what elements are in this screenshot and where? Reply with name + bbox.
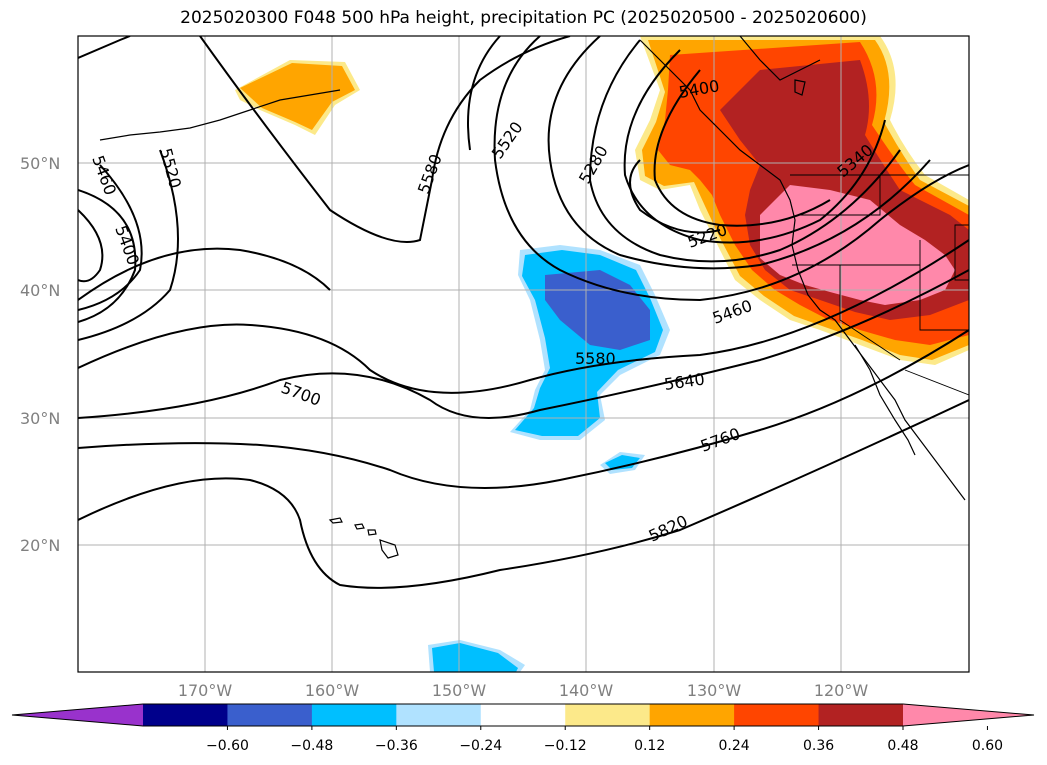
colorbar-tick-label: −0.12 [544, 738, 587, 754]
lat-label: 20°N [20, 536, 60, 555]
colorbar: −0.60 −0.48 −0.36 −0.24 −0.12 0.12 0.24 0.36 0.4… [11, 703, 1035, 754]
map-plot-area: 5460 5520 5400 5580 5520 5280 5400 5220 … [78, 36, 969, 672]
colorbar-tick-label: 0.12 [634, 738, 665, 754]
gridlines [78, 36, 969, 672]
colorbar-swatch [143, 704, 228, 726]
lon-label: 140°W [559, 681, 614, 700]
colorbar-tick-label: 0.48 [887, 738, 918, 754]
colorbar-swatch [565, 704, 651, 726]
colorbar-extend-min [12, 704, 143, 726]
height-contours [78, 36, 969, 589]
colorbar-swatch [311, 704, 397, 726]
latitude-labels: 20°N 30°N 40°N 50°N [20, 154, 60, 555]
colorbar-tick-label: −0.36 [375, 738, 418, 754]
map-frame [77, 35, 970, 673]
colorbar-extend-max [903, 704, 1034, 726]
map-title: 2025020300 F048 500 hPa height, precipit… [180, 8, 867, 28]
colorbar-tick-label: 0.36 [803, 738, 834, 754]
colorbar-swatch [649, 704, 735, 726]
contour-label: 5580 [575, 349, 616, 368]
colorbar-tick-label: −0.48 [290, 738, 333, 754]
lon-label: 170°W [178, 681, 233, 700]
lat-label: 40°N [20, 281, 60, 300]
colorbar-swatch [734, 704, 820, 726]
lon-label: 120°W [814, 681, 869, 700]
lon-label: 150°W [432, 681, 487, 700]
colorbar-swatch [396, 704, 482, 726]
colorbar-tick-label: 0.60 [972, 738, 1003, 754]
lon-label: 160°W [305, 681, 360, 700]
colorbar-tick-label: 0.24 [719, 738, 750, 754]
colorbar-tick-label: −0.24 [459, 738, 502, 754]
colorbar-outline [11, 703, 1035, 727]
colorbar-swatch [227, 704, 313, 726]
colorbar-swatch [480, 704, 566, 726]
lon-label: 130°W [687, 681, 742, 700]
colorbar-tick-label: −0.60 [206, 738, 249, 754]
lat-label: 30°N [20, 409, 60, 428]
longitude-labels: 170°W 160°W 150°W 140°W 130°W 120°W [178, 681, 869, 700]
coastlines [99, 36, 966, 559]
precip-positive-shading [235, 36, 969, 365]
lat-label: 50°N [20, 154, 60, 173]
colorbar-swatch [818, 704, 904, 726]
